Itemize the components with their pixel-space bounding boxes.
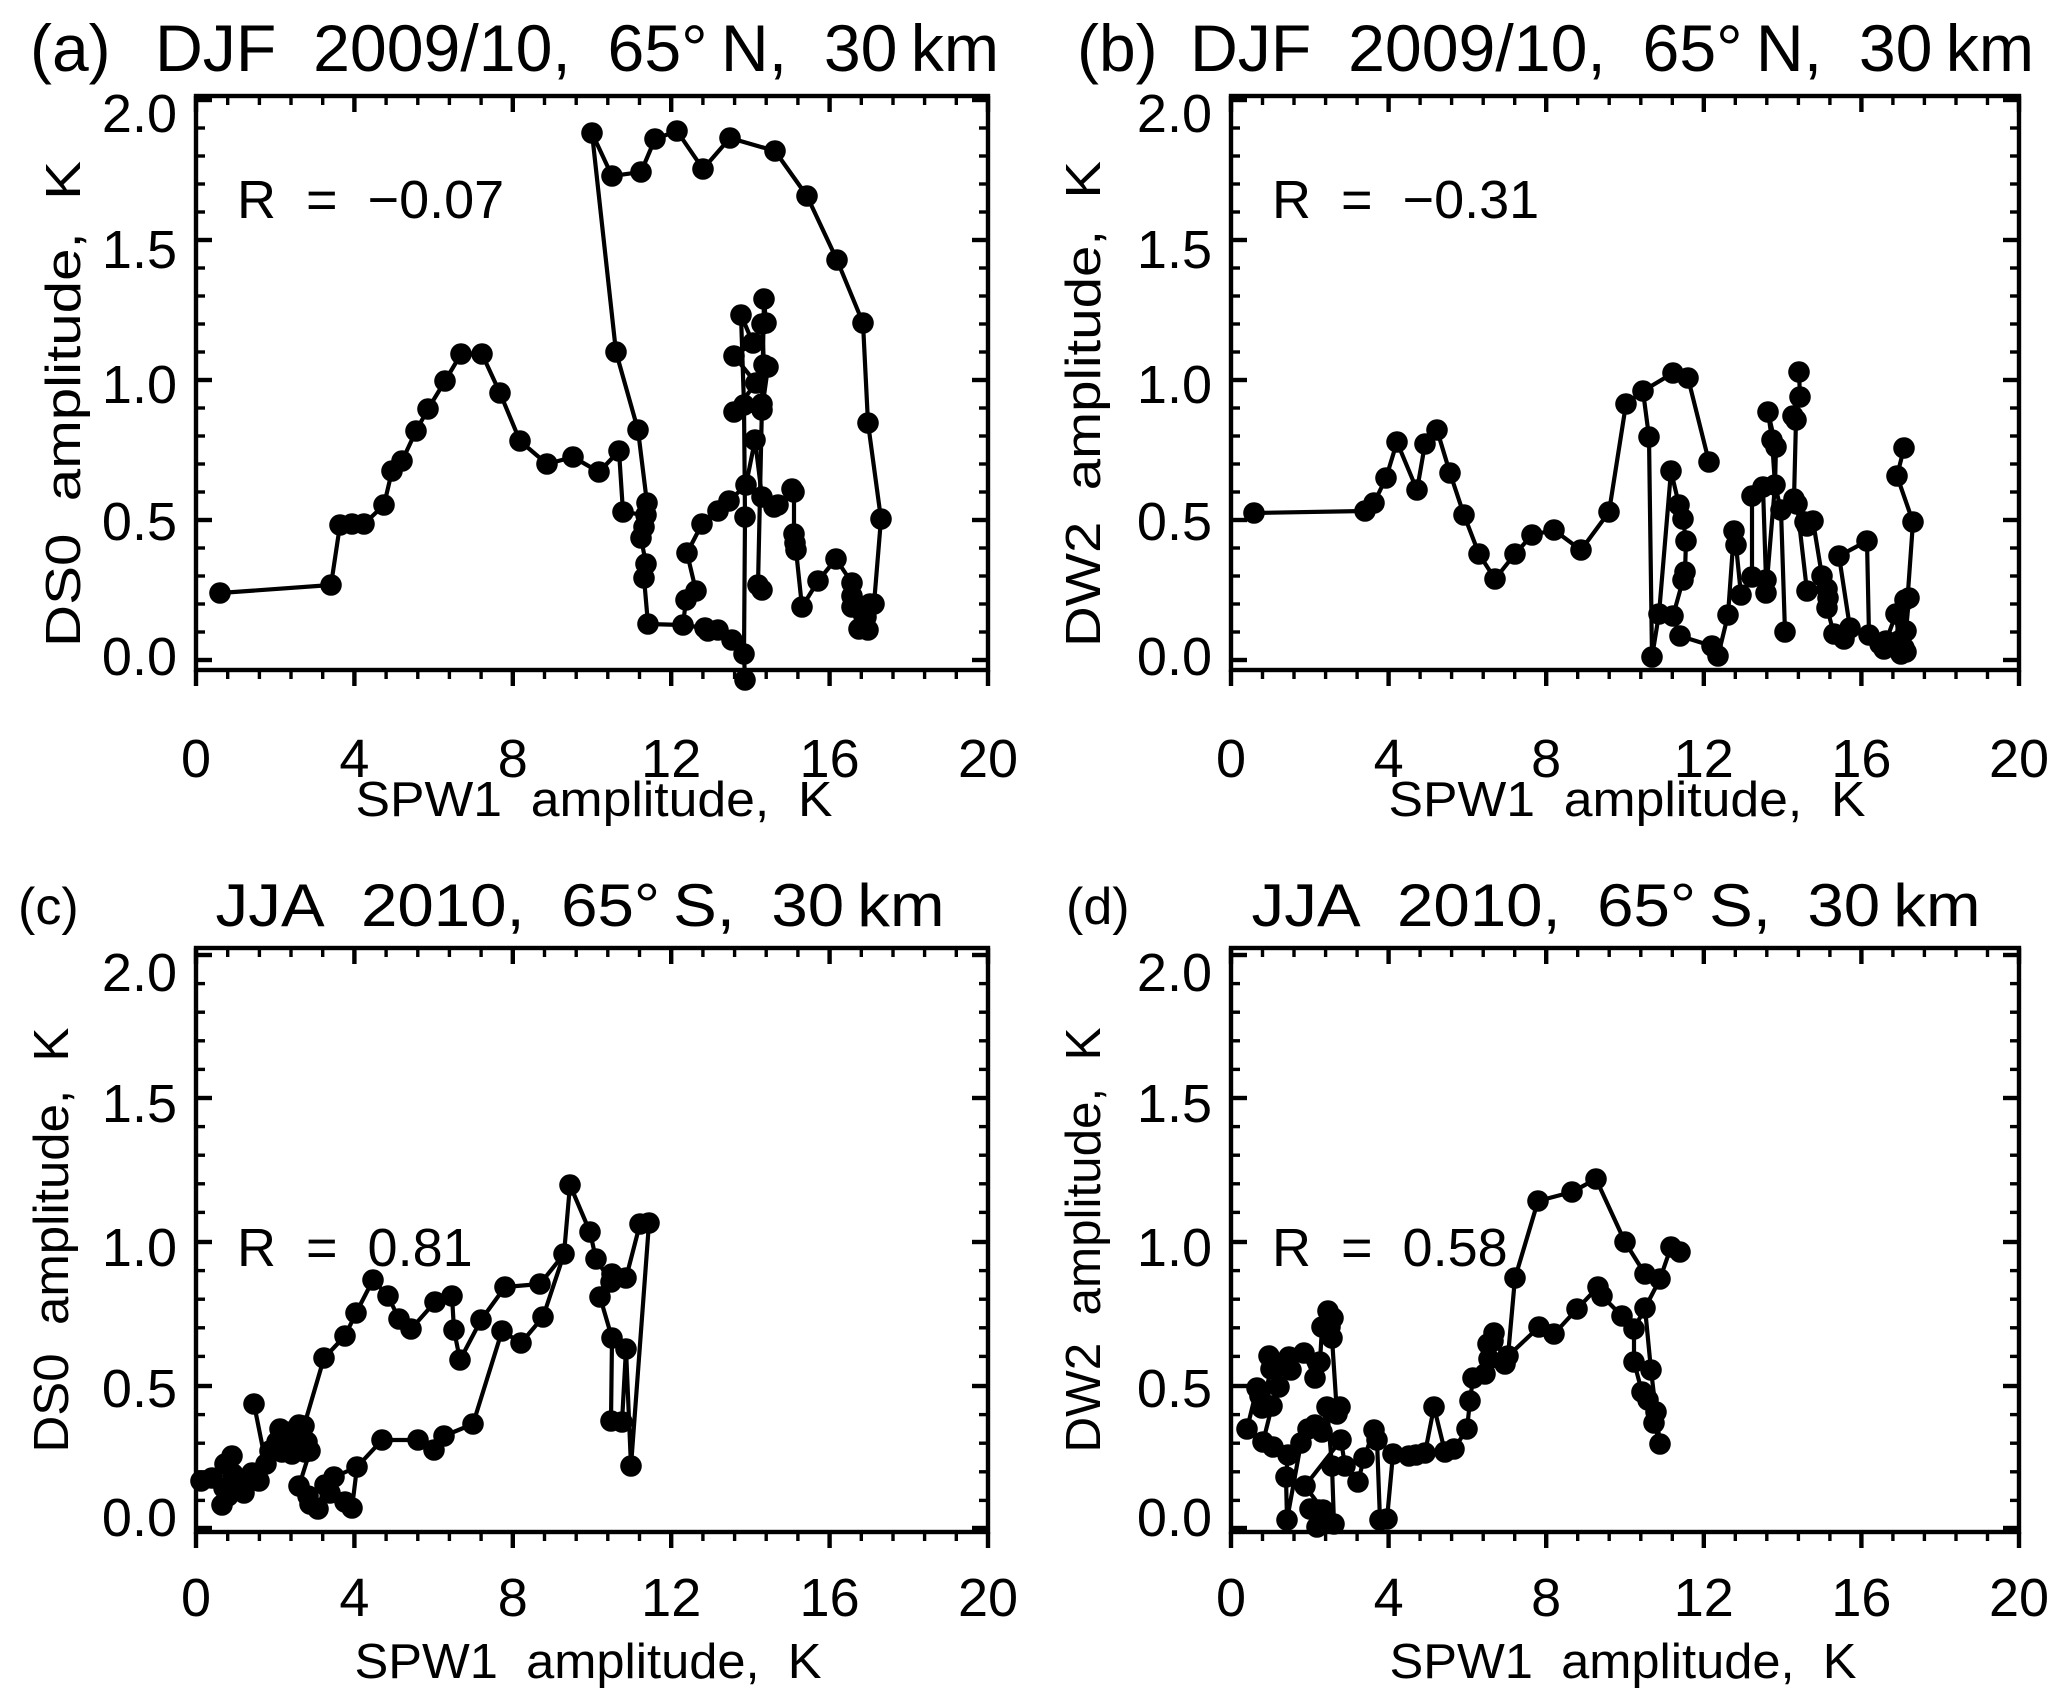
svg-text:JJA 2010, 65° S, 30 km: JJA 2010, 65° S, 30 km xyxy=(1252,872,1981,939)
svg-text:JJA 2010, 65° S, 30 km: JJA 2010, 65° S, 30 km xyxy=(216,872,945,939)
svg-text:4: 4 xyxy=(339,729,369,789)
svg-text:4: 4 xyxy=(1374,1568,1404,1628)
svg-text:DJF 2009/10, 65° N, 30 km: DJF 2009/10, 65° N, 30 km xyxy=(1190,11,2034,85)
svg-text:0.5: 0.5 xyxy=(102,1359,177,1419)
svg-text:DJF 2009/10, 65° N, 30 km: DJF 2009/10, 65° N, 30 km xyxy=(155,11,999,85)
svg-text:0: 0 xyxy=(1216,1568,1246,1628)
svg-text:DW2 amplitude, K: DW2 amplitude, K xyxy=(1057,1027,1111,1452)
svg-text:0.5: 0.5 xyxy=(1137,492,1212,552)
svg-text:2.0: 2.0 xyxy=(102,943,177,1003)
svg-text:0.0: 0.0 xyxy=(102,627,177,687)
svg-text:0.5: 0.5 xyxy=(102,492,177,552)
svg-text:1.5: 1.5 xyxy=(1137,1074,1212,1134)
svg-text:(c): (c) xyxy=(18,878,79,936)
svg-text:8: 8 xyxy=(498,1568,528,1628)
svg-text:8: 8 xyxy=(1531,729,1561,789)
svg-text:DW2 amplitude, K: DW2 amplitude, K xyxy=(1057,161,1111,647)
svg-text:20: 20 xyxy=(958,729,1018,789)
svg-text:R = −0.07: R = −0.07 xyxy=(237,170,504,230)
svg-text:12: 12 xyxy=(1674,1568,1734,1628)
svg-text:(d): (d) xyxy=(1066,878,1130,936)
svg-text:DS0 amplitude, K: DS0 amplitude, K xyxy=(37,161,91,647)
svg-text:8: 8 xyxy=(1531,1568,1561,1628)
svg-text:1.5: 1.5 xyxy=(1137,220,1212,280)
svg-text:1.0: 1.0 xyxy=(102,1218,177,1278)
svg-text:20: 20 xyxy=(958,1568,1018,1628)
svg-text:SPW1 amplitude, K: SPW1 amplitude, K xyxy=(356,773,833,827)
svg-text:2.0: 2.0 xyxy=(1137,943,1212,1003)
svg-text:12: 12 xyxy=(641,1568,701,1628)
svg-text:(a): (a) xyxy=(30,11,111,85)
svg-text:R = 0.58: R = 0.58 xyxy=(1272,1218,1508,1278)
svg-text:16: 16 xyxy=(1831,1568,1891,1628)
svg-text:0.0: 0.0 xyxy=(102,1488,177,1548)
svg-text:12: 12 xyxy=(641,729,701,789)
svg-text:2.0: 2.0 xyxy=(1137,84,1212,144)
svg-text:R = −0.31: R = −0.31 xyxy=(1272,170,1539,230)
svg-text:R = 0.81: R = 0.81 xyxy=(237,1218,473,1278)
svg-text:0.0: 0.0 xyxy=(1137,1488,1212,1548)
svg-text:0.0: 0.0 xyxy=(1137,627,1212,687)
svg-text:20: 20 xyxy=(1989,729,2049,789)
svg-text:SPW1 amplitude, K: SPW1 amplitude, K xyxy=(355,1635,822,1689)
svg-text:16: 16 xyxy=(800,729,860,789)
svg-text:SPW1 amplitude, K: SPW1 amplitude, K xyxy=(1390,1635,1857,1689)
svg-text:4: 4 xyxy=(339,1568,369,1628)
svg-text:(b): (b) xyxy=(1077,11,1158,85)
svg-text:1.0: 1.0 xyxy=(1137,355,1212,415)
svg-text:0: 0 xyxy=(181,1568,211,1628)
svg-text:1.0: 1.0 xyxy=(102,355,177,415)
svg-text:0.5: 0.5 xyxy=(1137,1359,1212,1419)
svg-text:1.5: 1.5 xyxy=(102,1074,177,1134)
svg-text:8: 8 xyxy=(498,729,528,789)
svg-text:1.5: 1.5 xyxy=(102,220,177,280)
svg-text:12: 12 xyxy=(1674,729,1734,789)
svg-text:16: 16 xyxy=(800,1568,860,1628)
svg-text:0: 0 xyxy=(181,729,211,789)
svg-text:0: 0 xyxy=(1216,729,1246,789)
svg-text:16: 16 xyxy=(1831,729,1891,789)
svg-text:2.0: 2.0 xyxy=(102,84,177,144)
svg-text:20: 20 xyxy=(1989,1568,2049,1628)
svg-text:4: 4 xyxy=(1374,729,1404,789)
svg-text:DS0 amplitude, K: DS0 amplitude, K xyxy=(25,1027,79,1452)
svg-text:SPW1 amplitude, K: SPW1 amplitude, K xyxy=(1389,773,1866,827)
svg-text:1.0: 1.0 xyxy=(1137,1218,1212,1278)
